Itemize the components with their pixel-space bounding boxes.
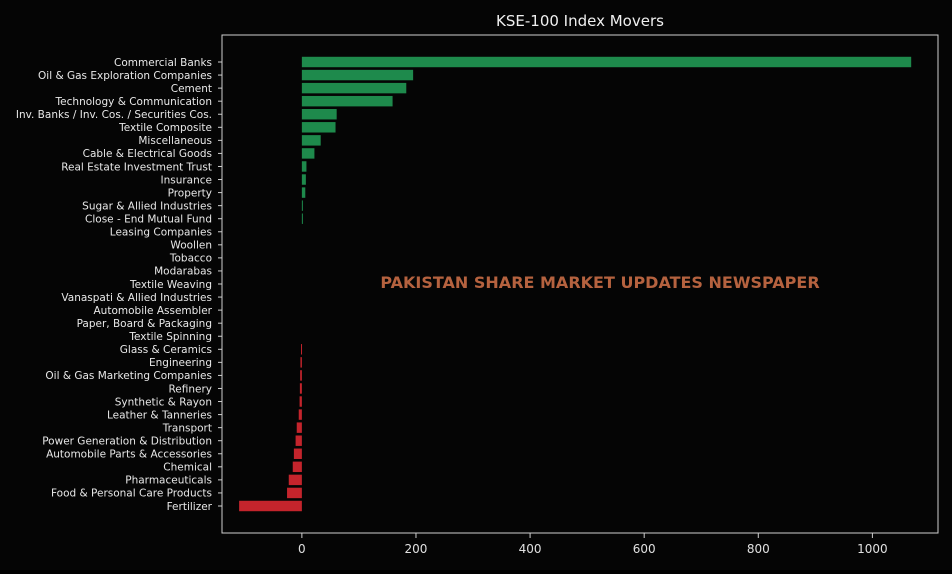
bar	[301, 187, 306, 198]
category-label: Fertilizer	[167, 501, 213, 513]
bar	[301, 161, 307, 172]
x-axis: 0 200 400 600 800 1000	[298, 533, 888, 556]
bar	[301, 135, 321, 146]
bar	[292, 461, 302, 473]
category-label: Modarabas	[154, 266, 212, 278]
category-label: Refinery	[168, 383, 212, 395]
bar	[301, 213, 303, 224]
bar	[301, 56, 912, 68]
category-label: Commercial Banks	[114, 57, 212, 69]
bar	[301, 344, 303, 355]
bar	[288, 474, 302, 486]
x-tick-label: 800	[747, 542, 770, 556]
bar	[298, 409, 302, 420]
category-label: Sugar & Allied Industries	[82, 200, 212, 212]
bar	[301, 82, 407, 94]
category-label: Automobile Parts & Accessories	[46, 449, 212, 461]
category-label: Leasing Companies	[110, 227, 212, 239]
bar	[301, 109, 337, 120]
x-tick-label: 400	[519, 542, 542, 556]
category-label: Vanaspati & Allied Industries	[61, 292, 212, 304]
bar	[301, 200, 303, 211]
category-label: Pharmaceuticals	[125, 475, 212, 487]
plot-area	[221, 34, 939, 534]
bar	[301, 95, 393, 107]
bar	[299, 383, 302, 394]
category-label: Tobacco	[169, 253, 212, 265]
watermark-text: PAKISTAN SHARE MARKET UPDATES NEWSPAPER	[380, 273, 819, 292]
category-label: Cable & Electrical Goods	[83, 148, 212, 160]
category-label: Insurance	[160, 174, 212, 186]
bar	[296, 422, 302, 433]
category-label: Power Generation & Distribution	[42, 436, 212, 448]
category-label: Chemical	[163, 462, 212, 474]
category-label: Paper, Board & Packaging	[77, 318, 212, 330]
category-label: Food & Personal Care Products	[51, 488, 212, 500]
x-tick-label: 0	[298, 542, 306, 556]
category-label: Synthetic & Rayon	[115, 396, 212, 408]
category-label: Textile Spinning	[128, 331, 212, 343]
category-label: Technology & Communication	[55, 96, 212, 108]
category-label: Engineering	[149, 357, 212, 369]
bar	[293, 448, 302, 459]
x-tick-label: 200	[405, 542, 428, 556]
bar	[301, 69, 414, 81]
category-label: Miscellaneous	[138, 135, 212, 147]
category-label: Leather & Tanneries	[107, 409, 212, 421]
bar	[301, 174, 306, 185]
bar	[300, 357, 302, 368]
chart-title: KSE-100 Index Movers	[496, 12, 664, 30]
category-label: Transport	[162, 422, 212, 434]
bar	[287, 487, 302, 499]
bar	[295, 435, 302, 446]
bar	[301, 148, 315, 159]
category-label: Automobile Assembler	[94, 305, 213, 317]
category-label: Inv. Banks / Inv. Cos. / Securities Cos.	[16, 109, 212, 121]
category-label: Cement	[171, 83, 212, 95]
category-label: Woollen	[170, 240, 212, 252]
category-label: Textile Weaving	[129, 279, 212, 291]
category-label: Oil & Gas Exploration Companies	[38, 70, 212, 82]
category-label: Property	[168, 187, 212, 199]
category-label: Real Estate Investment Trust	[61, 161, 212, 173]
bar	[239, 500, 302, 512]
x-tick-label: 600	[633, 542, 656, 556]
bars-group	[239, 56, 912, 512]
category-label: Glass & Ceramics	[120, 344, 212, 356]
category-label: Oil & Gas Marketing Companies	[45, 370, 212, 382]
bar	[299, 396, 302, 407]
bar	[300, 370, 302, 381]
x-tick-label: 1000	[857, 542, 888, 556]
bar	[301, 122, 336, 133]
category-label: Close - End Mutual Fund	[85, 214, 212, 226]
category-label: Textile Composite	[118, 122, 212, 134]
